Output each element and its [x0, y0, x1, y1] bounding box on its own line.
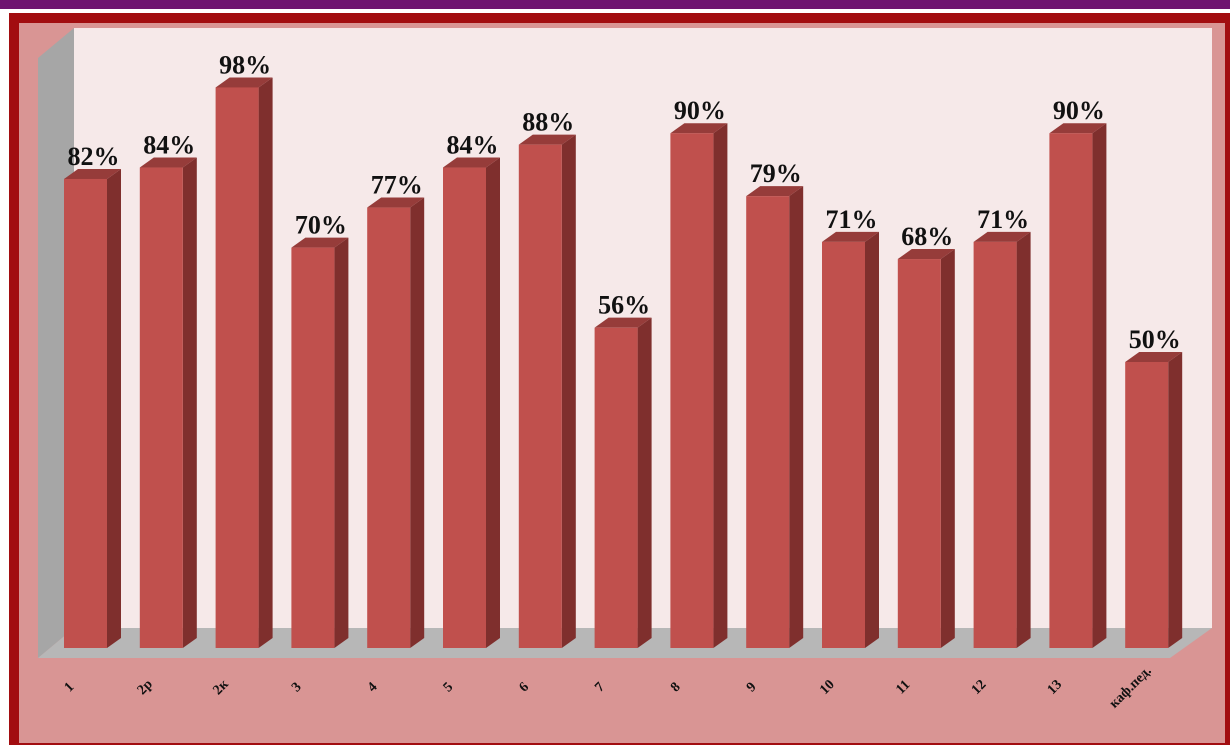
bar-front-face: [670, 133, 714, 648]
bar-front-face: [64, 178, 107, 648]
data-label: 84%: [447, 131, 499, 160]
bar: [367, 197, 425, 648]
data-label: 90%: [674, 96, 726, 125]
bar-side-face: [182, 157, 197, 648]
x-tick-label: 11: [893, 678, 913, 698]
bar: [291, 237, 349, 648]
x-tick-label: 5: [441, 680, 457, 696]
bar-front-face: [897, 259, 941, 648]
bar-top-face: [518, 134, 576, 145]
data-label: 56%: [598, 291, 650, 320]
bar-top-face: [973, 231, 1031, 242]
x-tick-label: 13: [1045, 677, 1066, 698]
bar-front-face: [1125, 362, 1169, 648]
bar-side-face: [1168, 352, 1183, 648]
bar-top-face: [139, 157, 197, 168]
data-label: 79%: [750, 159, 802, 188]
x-tick-label: 2к: [210, 676, 232, 698]
x-tick-label: 1: [62, 680, 78, 696]
bar: [215, 77, 273, 648]
bar-side-face: [334, 237, 349, 648]
data-label: 71%: [977, 205, 1029, 234]
bar-top-face: [64, 168, 121, 179]
x-tick-label: 4: [365, 680, 381, 696]
bar: [822, 231, 879, 648]
x-tick-label: 7: [592, 680, 608, 696]
bar: [1125, 352, 1183, 648]
data-label: 88%: [522, 108, 574, 137]
bar-side-face: [1092, 123, 1107, 648]
x-tick-label: 8: [668, 680, 684, 696]
bar-front-face: [215, 87, 259, 648]
data-label: 77%: [371, 171, 423, 200]
top-stripe: [0, 0, 1230, 9]
x-tick-label: 2р: [135, 677, 156, 698]
bar-front-face: [518, 144, 562, 648]
bar-front-face: [1049, 133, 1093, 648]
bar-side-face: [713, 123, 728, 648]
bar-series: [64, 77, 1183, 649]
bar: [594, 317, 652, 648]
bar-side-face: [637, 317, 652, 648]
bar-top-face: [897, 249, 955, 260]
bar: [1049, 123, 1107, 648]
bar-top-face: [367, 197, 425, 208]
bar-top-face: [594, 317, 652, 328]
data-label: 82%: [68, 142, 120, 171]
bar-top-face: [291, 237, 349, 248]
x-tick-label: 9: [744, 680, 760, 696]
bar: [897, 249, 955, 649]
data-label: 90%: [1053, 96, 1105, 125]
bar-top-face: [1049, 123, 1107, 134]
data-label: 84%: [143, 131, 195, 160]
bar-front-face: [973, 241, 1017, 648]
bar-top-face: [443, 157, 500, 168]
bar: [518, 134, 576, 648]
bar-front-face: [594, 327, 638, 648]
bar-front-face: [822, 241, 865, 648]
x-tick-label: 12: [969, 677, 990, 698]
x-tick-label: 3: [289, 680, 305, 696]
bar-side-face: [561, 134, 576, 648]
bar-side-face: [486, 157, 500, 648]
bar-side-face: [410, 197, 425, 648]
bar-front-face: [443, 167, 486, 648]
x-axis-tick-labels: 1 2р 2к 3 4 5 6 7 8 9 10 11 12 13 каф.пед.: [62, 664, 1155, 712]
bar-top-face: [822, 231, 879, 242]
bar-top-face: [215, 77, 273, 88]
data-label: 71%: [826, 205, 878, 234]
bar-front-face: [746, 196, 790, 648]
bar: [973, 231, 1031, 648]
bar-top-face: [746, 186, 804, 197]
bar-top-face: [1125, 352, 1183, 362]
data-labels: 82% 84% 98% 70% 77% 84% 88% 56% 90% 79% 71% 68% 71% 9…: [68, 50, 1181, 354]
bar-top-face: [670, 123, 728, 134]
x-tick-label: каф.пед.: [1107, 664, 1155, 712]
bar: [64, 168, 121, 648]
bar-side-face: [789, 186, 804, 648]
bar: [443, 157, 500, 648]
data-label: 68%: [901, 222, 953, 251]
bar-front-face: [367, 207, 411, 648]
x-tick-label: 6: [517, 680, 533, 696]
bar-front-face: [291, 247, 335, 648]
bar-side-face: [1016, 231, 1031, 648]
bar-side-face: [107, 168, 121, 648]
data-label: 98%: [219, 50, 271, 79]
bar-side-face: [258, 77, 273, 648]
data-label: 50%: [1129, 325, 1181, 354]
bar: [670, 123, 728, 648]
bar: [139, 157, 197, 648]
bar: [746, 186, 804, 648]
bar-side-face: [940, 249, 955, 649]
bar-side-face: [865, 231, 879, 648]
x-tick-label: 10: [817, 677, 838, 698]
data-label: 70%: [295, 211, 347, 240]
bar-front-face: [139, 167, 183, 648]
